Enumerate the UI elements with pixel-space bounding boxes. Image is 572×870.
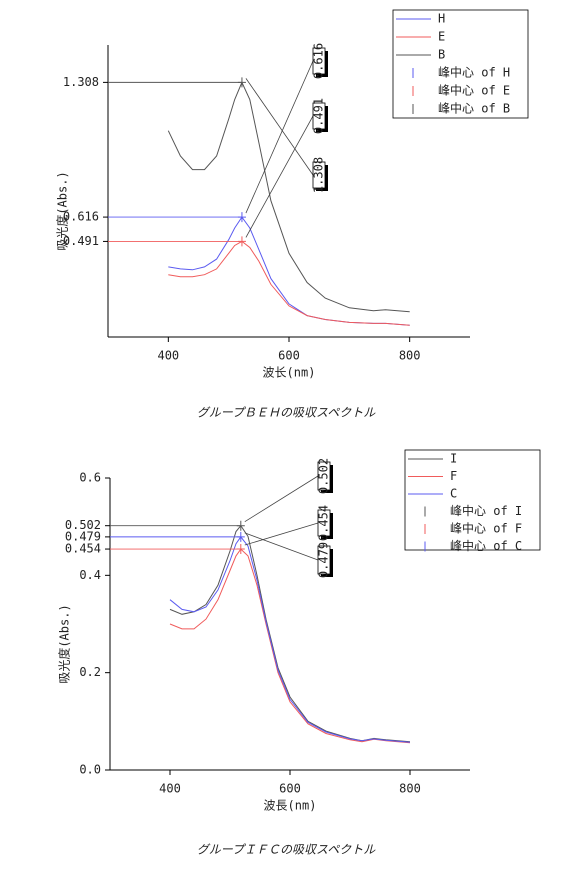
annotation-label: 0.491 <box>312 98 326 134</box>
legend-label: 峰中心 of F <box>450 521 522 536</box>
legend-label: H <box>438 12 445 26</box>
series-line <box>169 524 411 743</box>
peak-marker <box>237 236 246 247</box>
annotation-label: 0.454 <box>317 505 331 541</box>
annotation-leader <box>245 78 314 176</box>
legend-label: C <box>450 487 457 501</box>
legend-label: 峰中心 of C <box>450 538 522 553</box>
annotation-box <box>317 545 331 575</box>
y-tick-label: 0.2 <box>79 665 101 679</box>
series-line <box>168 240 410 326</box>
x-tick-label: 400 <box>157 349 179 363</box>
x-axis-label: 波長(nm) <box>264 799 317 813</box>
y-axis-label: 吸光度(Abs.) <box>55 171 70 250</box>
annotation-leader <box>245 60 314 214</box>
y-tick-label: 0.479 <box>65 529 101 543</box>
peak-marker <box>236 531 245 542</box>
x-tick-label: 400 <box>159 782 181 796</box>
legend-label: 峰中心 of H <box>438 65 510 80</box>
y-tick-label: 1.308 <box>63 75 99 89</box>
legend-box <box>404 449 541 551</box>
legend-label: E <box>438 30 445 44</box>
legend-label: 峰中心 of E <box>438 83 510 98</box>
annotation-box <box>317 461 331 491</box>
x-tick-label: 600 <box>279 782 301 796</box>
x-tick-label: 800 <box>399 782 421 796</box>
series-line <box>167 81 410 313</box>
caption: グループＢＥＨの吸収スペクトル <box>197 406 376 420</box>
peak-marker <box>237 212 246 223</box>
annotation-box <box>312 102 326 130</box>
annotation-box <box>312 47 326 75</box>
legend-label: I <box>450 452 457 466</box>
legend-box <box>392 9 529 119</box>
y-tick-label: 0.491 <box>63 234 99 248</box>
peak-marker <box>237 77 246 88</box>
annotation-leader <box>245 115 314 238</box>
annotation-leader <box>244 475 319 523</box>
peak-marker <box>236 544 245 555</box>
y-tick-label: 0.502 <box>65 518 101 532</box>
annotation-label: 1.308 <box>312 157 326 193</box>
annotation-label: 0.502 <box>317 458 331 494</box>
legend-label: 峰中心 of B <box>438 101 510 116</box>
y-axis-label: 吸光度(Abs.) <box>57 604 72 683</box>
annotation-label: 0.479 <box>317 542 331 578</box>
series-line <box>169 548 411 744</box>
legend-label: F <box>450 469 457 483</box>
annotation-leader <box>244 532 319 561</box>
x-tick-label: 800 <box>399 349 421 363</box>
y-tick-label: 0.6 <box>79 471 101 485</box>
peak-marker <box>236 520 245 531</box>
y-tick-label: 0.454 <box>65 542 101 556</box>
y-tick-label: 0.616 <box>63 210 99 224</box>
series-line <box>168 216 410 326</box>
caption: グループＩＦＣの吸収スペクトル <box>197 843 376 857</box>
x-axis-label: 波长(nm) <box>263 366 316 380</box>
y-tick-label: 0.0 <box>79 763 101 777</box>
y-tick-label: 0.4 <box>79 568 101 582</box>
annotation-label: 0.616 <box>312 43 326 79</box>
legend-label: B <box>438 48 445 62</box>
legend-label: 峰中心 of I <box>450 503 522 518</box>
annotation-box <box>317 509 331 537</box>
annotation-box <box>312 161 326 189</box>
x-tick-label: 600 <box>278 349 300 363</box>
annotation-leader <box>244 522 319 546</box>
series-line <box>169 536 411 743</box>
